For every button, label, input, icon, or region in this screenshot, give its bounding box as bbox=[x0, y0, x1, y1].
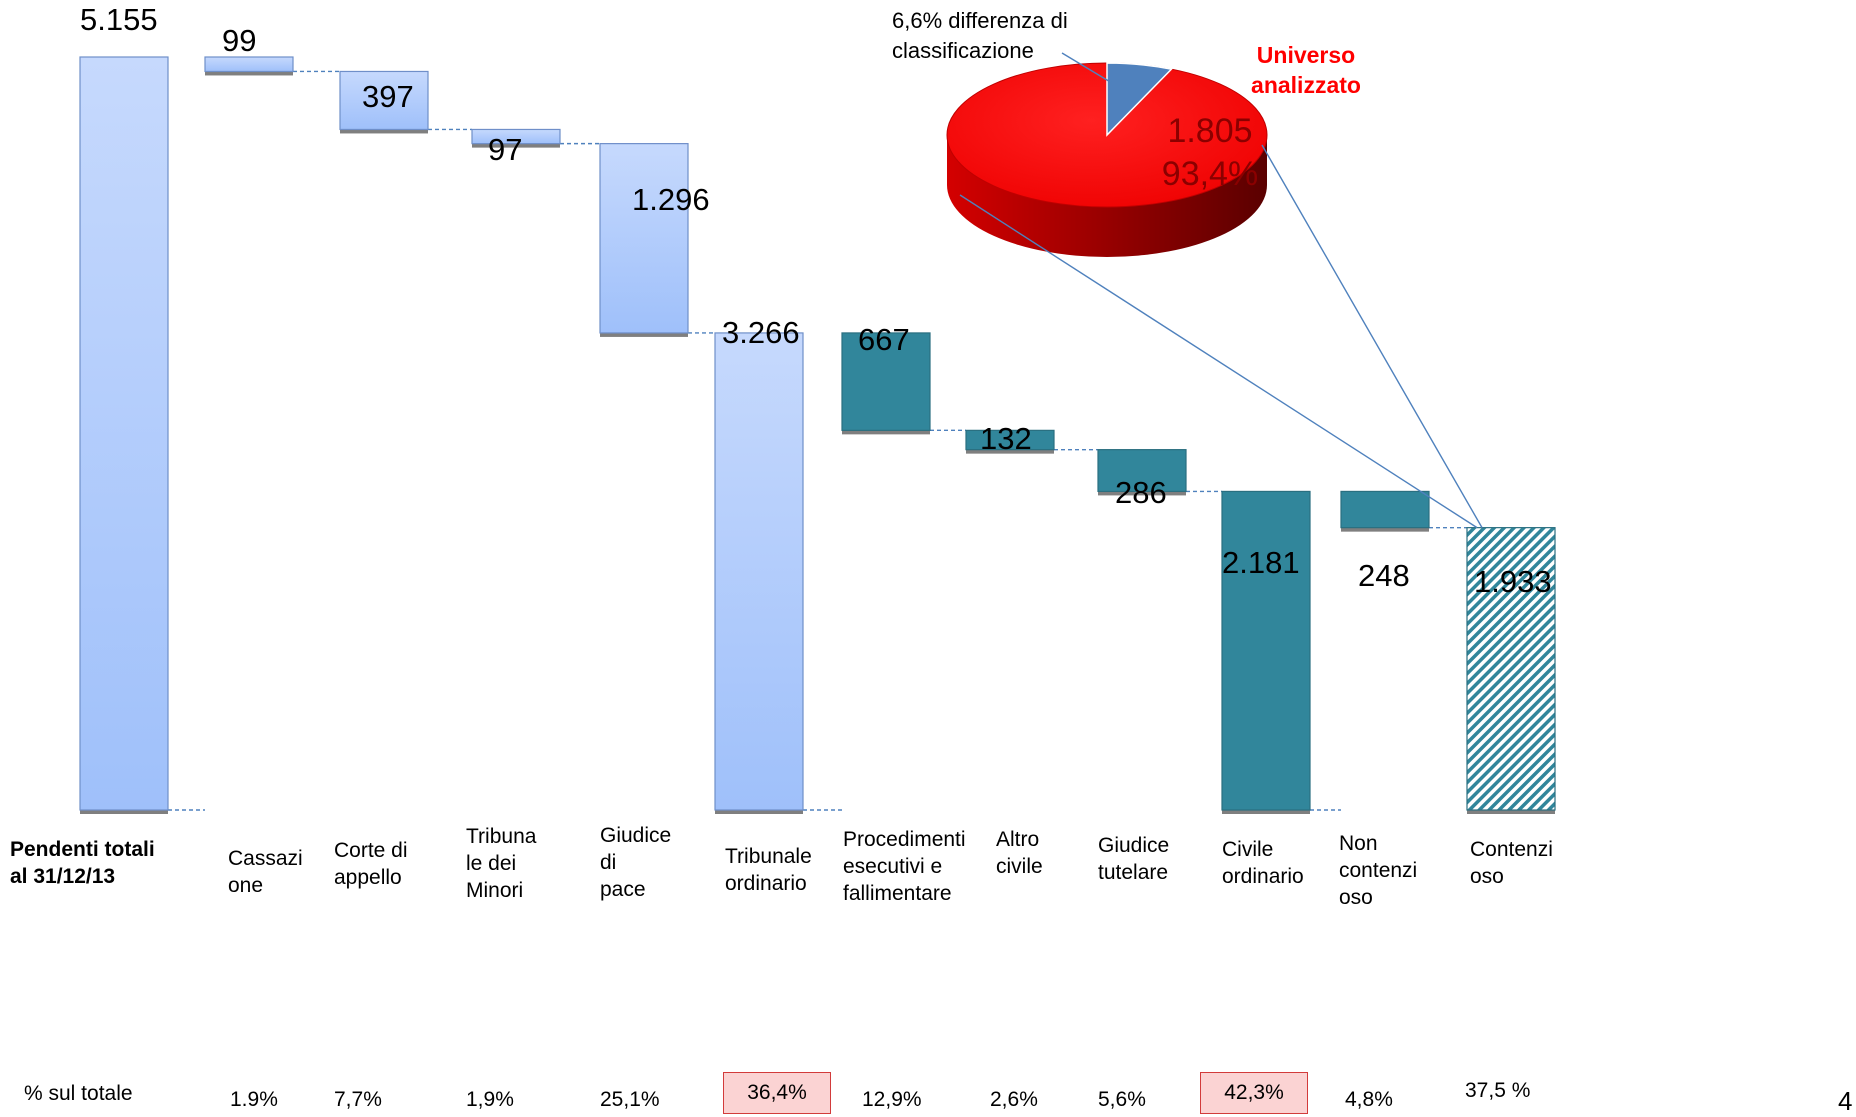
bar-6 bbox=[841, 332, 931, 431]
pie-annotation-leader bbox=[1061, 52, 1113, 84]
value-label: 1.296 bbox=[632, 182, 710, 217]
bar-5 bbox=[714, 332, 804, 811]
zoom-line-right bbox=[1261, 144, 1483, 528]
category-label-corte-di-appello: Corte di appello bbox=[334, 839, 408, 889]
pie-chart bbox=[946, 52, 1483, 529]
percent-value: 12,9% bbox=[862, 1088, 922, 1111]
pie-annotation: 6,6% differenza di classificazione bbox=[892, 8, 1068, 63]
percent-value-highlighted: 36,4% bbox=[723, 1072, 831, 1114]
category-label-tribunale-ordinario: Tribunale ordinario bbox=[725, 845, 812, 895]
bar-1 bbox=[204, 56, 294, 73]
value-label: 667 bbox=[858, 322, 910, 357]
bar-shadow bbox=[472, 142, 560, 148]
bar-shadow bbox=[1098, 490, 1186, 496]
percent-value: 2,6% bbox=[990, 1088, 1038, 1111]
bar-7 bbox=[965, 429, 1055, 451]
value-label: 286 bbox=[1115, 475, 1167, 510]
category-label-contenzioso: Contenzi oso bbox=[1470, 838, 1553, 888]
bar-shadow bbox=[1341, 526, 1429, 532]
percent-value: 1,9% bbox=[466, 1088, 514, 1111]
pie-value-percent: 93,4% bbox=[1161, 155, 1259, 193]
bar-8 bbox=[1097, 449, 1187, 493]
bar-3 bbox=[471, 128, 561, 145]
value-label: 2.181 bbox=[1222, 545, 1300, 580]
value-label: 1.933 bbox=[1474, 564, 1552, 599]
category-label-giudice-di-pace: Giudice di pace bbox=[600, 824, 672, 901]
value-label: 99 bbox=[222, 23, 256, 58]
connector-lines bbox=[168, 70, 1467, 811]
category-label-tribunale-minori: Tribuna le dei Minori bbox=[466, 825, 537, 902]
pie-title: Universo analizzato bbox=[1251, 42, 1361, 98]
bar-9 bbox=[1221, 490, 1311, 811]
category-label-pendenti: Pendenti totali al 31/12/13 bbox=[10, 838, 155, 888]
category-label-cassazione: Cassazi one bbox=[228, 847, 303, 897]
category-label-altro-civile: Altro civile bbox=[996, 828, 1043, 878]
bar-shadow bbox=[1222, 809, 1310, 814]
percent-row-label: % sul totale bbox=[24, 1082, 133, 1105]
percent-value: 5,6% bbox=[1098, 1088, 1146, 1111]
pie-side bbox=[947, 135, 1267, 257]
bar-shadow bbox=[966, 448, 1054, 454]
percent-value: 4,8% bbox=[1345, 1088, 1393, 1111]
value-label: 397 bbox=[362, 79, 414, 114]
pie-value-count: 1.805 bbox=[1167, 112, 1253, 150]
bar-shadow bbox=[842, 429, 930, 435]
percent-value-highlighted: 42,3% bbox=[1200, 1072, 1308, 1114]
category-label-procedimenti-esecutivi: Procedimenti esecutivi e fallimentare bbox=[843, 828, 966, 905]
percent-value: 37,5 % bbox=[1465, 1079, 1531, 1102]
bar-shadow bbox=[205, 70, 293, 76]
bar-shadow bbox=[600, 331, 688, 337]
percent-value: 1.9% bbox=[230, 1088, 278, 1111]
bar-2 bbox=[339, 70, 429, 131]
value-labels-group: 5.155 99 397 97 1.296 3.266 667 132 286 2.181 248 1… bbox=[80, 2, 1552, 599]
bar-0 bbox=[79, 56, 169, 811]
bar-shadow bbox=[715, 809, 803, 814]
bar-shadow bbox=[340, 128, 428, 134]
percent-value: 7,7% bbox=[334, 1088, 382, 1111]
category-label-non-contenzioso: Non contenzi oso bbox=[1339, 832, 1418, 909]
bar-shadow bbox=[80, 809, 168, 814]
value-label: 248 bbox=[1358, 558, 1410, 593]
zoom-line-left bbox=[959, 194, 1478, 529]
bar-4 bbox=[599, 143, 689, 334]
category-label-civile-ordinario: Civile ordinario bbox=[1222, 838, 1304, 888]
page-number: 4 bbox=[1838, 1086, 1853, 1116]
bar-10 bbox=[1340, 490, 1430, 529]
value-label: 3.266 bbox=[722, 315, 800, 350]
value-label: 5.155 bbox=[80, 2, 158, 37]
percent-value: 25,1% bbox=[600, 1088, 660, 1111]
bar-11 bbox=[1466, 527, 1556, 811]
value-label: 132 bbox=[980, 421, 1032, 456]
pie-slice-difference bbox=[1106, 62, 1173, 137]
bar-shadow bbox=[1467, 809, 1555, 814]
value-label: 97 bbox=[488, 132, 522, 167]
category-label-giudice-tutelare: Giudice tutelare bbox=[1098, 834, 1170, 884]
bars-group bbox=[79, 56, 1556, 814]
